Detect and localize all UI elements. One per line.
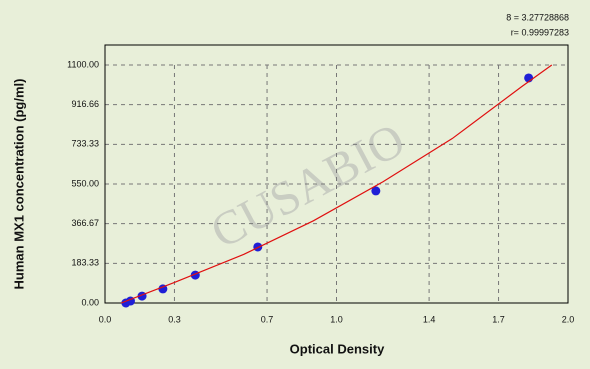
y-tick-label: 0.00 <box>81 297 99 307</box>
annotation: 8 = 3.27728868 <box>506 12 569 22</box>
y-axis-label: Human MX1 concentration (pg/ml) <box>11 79 26 290</box>
fit-curve <box>120 64 553 304</box>
y-tick-label: 1100.00 <box>67 59 99 69</box>
data-point <box>371 186 381 196</box>
y-tick-label: 916.66 <box>71 99 99 109</box>
y-tick-label: 183.33 <box>71 258 99 268</box>
y-tick-label: 550.00 <box>71 178 99 188</box>
x-tick-label: 1.0 <box>330 314 343 324</box>
x-axis-label: Optical Density <box>290 341 385 356</box>
x-tick-label: 0.7 <box>261 314 274 324</box>
y-tick-label: 366.67 <box>71 218 99 228</box>
x-tick-label: 2.0 <box>562 314 575 324</box>
x-tick-label: 0.3 <box>168 314 181 324</box>
plot-frame <box>104 44 569 304</box>
y-tick-label: 733.33 <box>71 139 99 149</box>
x-tick-label: 1.4 <box>423 314 436 324</box>
x-tick-label: 0.0 <box>99 314 112 324</box>
x-tick-label: 1.7 <box>492 314 505 324</box>
annotation: r= 0.99997283 <box>511 27 569 37</box>
